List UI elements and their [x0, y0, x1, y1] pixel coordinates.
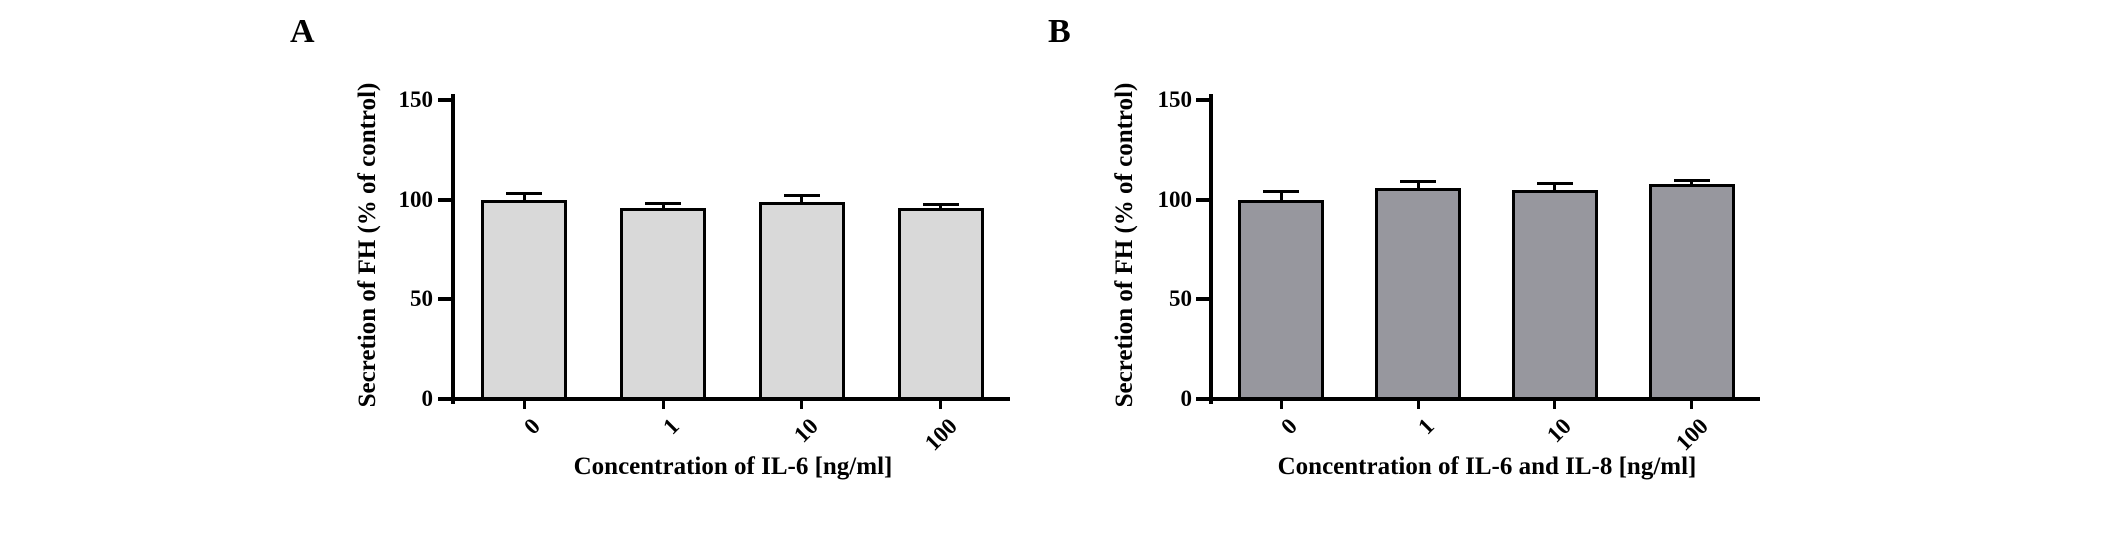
y-axis-tick: [1196, 98, 1209, 102]
panel-label: A: [290, 13, 315, 50]
y-axis-tick-label: 50: [1169, 286, 1192, 312]
bar: [1512, 189, 1598, 400]
y-axis-tick-label: 0: [1180, 386, 1193, 411]
y-axis-tick: [438, 397, 451, 401]
error-bar-cap: [506, 191, 542, 195]
x-axis-tick: [939, 401, 942, 409]
error-bar-cap: [1537, 181, 1573, 185]
x-axis-tick: [1417, 401, 1420, 409]
panel-label: B: [1048, 13, 1071, 50]
x-axis-tick: [662, 401, 665, 409]
y-axis-line: [451, 94, 455, 404]
x-axis-line: [451, 397, 1010, 401]
y-axis-title: Secretion of FH (% of control): [1111, 82, 1138, 408]
error-bar-cap: [1400, 179, 1436, 183]
error-bar-cap: [1263, 189, 1299, 193]
y-axis-tick: [438, 297, 451, 302]
bar: [481, 199, 567, 400]
x-axis-title: Concentration of IL-6 and IL-8 [ng/ml]: [1277, 453, 1697, 480]
bar: [1649, 183, 1735, 400]
bar: [759, 201, 845, 400]
x-axis-tick: [1553, 401, 1556, 409]
error-bar-stem: [1280, 191, 1283, 206]
x-axis-tick: [800, 401, 803, 409]
y-axis-tick: [1196, 297, 1209, 302]
x-axis-title: Concentration of IL-6 [ng/ml]: [573, 453, 893, 480]
error-bar-cap: [645, 201, 681, 205]
y-axis-title: Secretion of FH (% of control): [354, 82, 381, 408]
y-axis-tick: [1196, 397, 1209, 401]
y-axis-tick: [1196, 197, 1209, 202]
error-bar-cap: [1674, 178, 1710, 182]
bar: [1238, 199, 1324, 400]
x-axis-tick: [1280, 401, 1283, 409]
x-axis-tick: [1690, 401, 1693, 409]
y-axis-tick-label: 150: [1157, 87, 1193, 112]
y-axis-tick-label: 100: [1157, 186, 1193, 212]
y-axis-line: [1209, 94, 1213, 404]
y-axis-tick-label: 50: [410, 286, 433, 312]
y-axis-tick: [438, 197, 451, 202]
bar: [898, 207, 984, 400]
x-axis-line: [1209, 397, 1760, 401]
y-axis-tick-label: 100: [398, 186, 434, 212]
error-bar-cap: [923, 202, 959, 206]
bar: [620, 207, 706, 400]
bar: [1375, 187, 1461, 400]
x-axis-tick: [523, 401, 526, 409]
error-bar-cap: [784, 193, 820, 197]
y-axis-tick-label: 150: [398, 87, 434, 112]
y-axis-tick-label: 0: [421, 386, 434, 411]
y-axis-tick: [438, 98, 451, 102]
